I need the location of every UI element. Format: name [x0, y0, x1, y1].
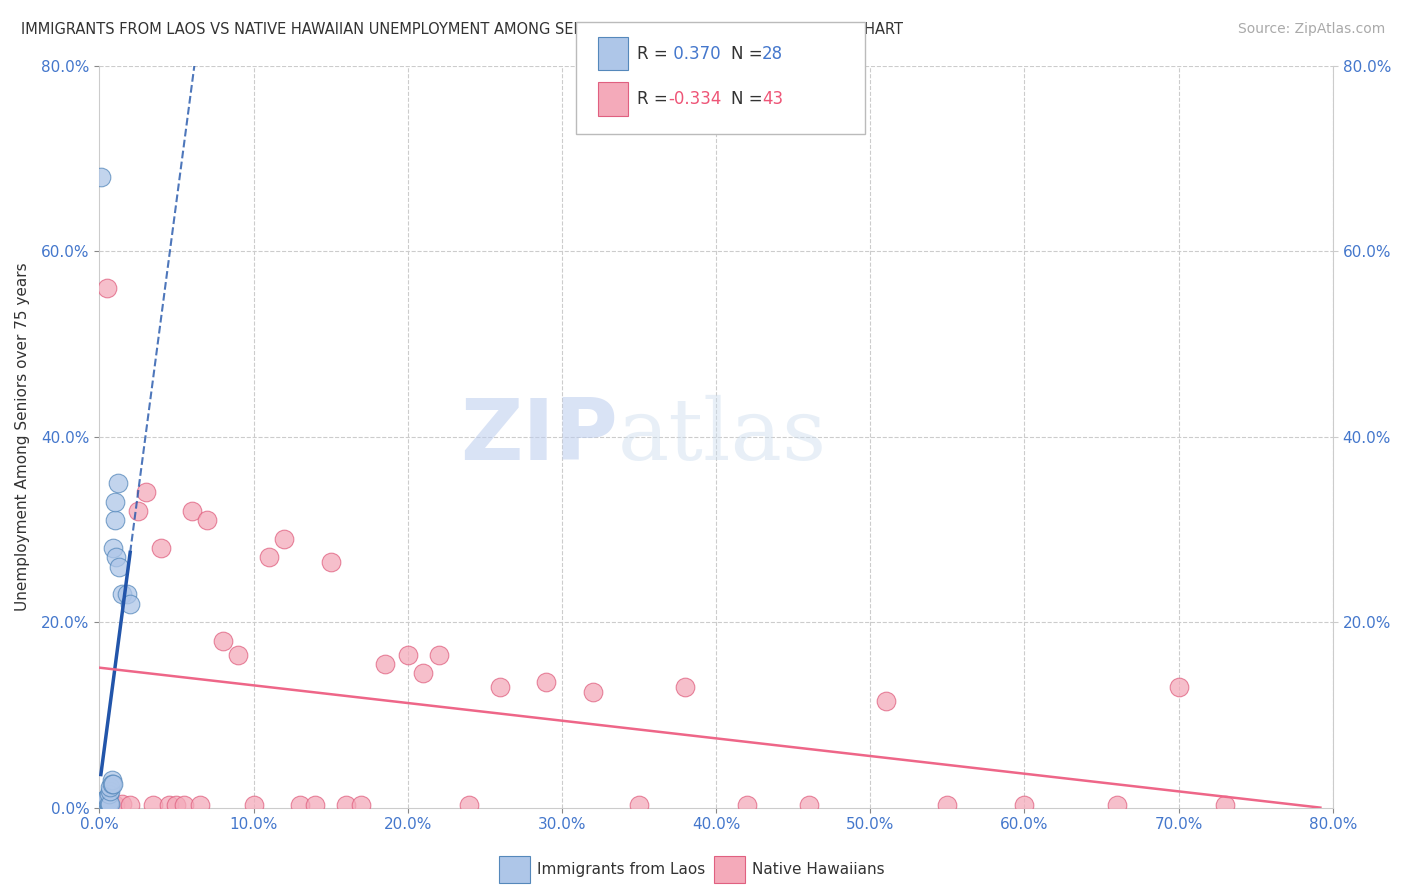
Point: [96, 791, 118, 805]
Text: -0.334: -0.334: [668, 90, 721, 108]
Point: [180, 504, 202, 518]
Text: 0.370: 0.370: [668, 45, 720, 62]
Point: [120, 597, 142, 611]
Point: [211, 633, 233, 648]
Point: [104, 797, 127, 812]
Point: [188, 797, 211, 812]
Text: R =: R =: [637, 45, 673, 62]
Point: [96, 281, 118, 295]
Point: [195, 513, 218, 527]
Point: [288, 797, 311, 812]
Point: [735, 797, 758, 812]
Point: [412, 666, 434, 681]
Point: [111, 587, 134, 601]
Point: [273, 532, 295, 546]
Point: [100, 772, 122, 787]
Point: [103, 777, 125, 791]
Point: [582, 684, 605, 698]
Text: Native Hawaiians: Native Hawaiians: [752, 863, 884, 877]
Point: [97, 796, 120, 810]
Point: [96, 794, 118, 808]
Point: [142, 797, 165, 812]
Point: [242, 797, 264, 812]
Point: [90, 797, 112, 812]
Point: [90, 169, 112, 184]
Text: ZIP: ZIP: [460, 395, 617, 478]
Text: Source: ZipAtlas.com: Source: ZipAtlas.com: [1237, 22, 1385, 37]
Point: [1213, 797, 1236, 812]
Point: [94, 797, 117, 812]
Point: [157, 797, 180, 812]
Point: [226, 648, 249, 662]
Point: [627, 797, 650, 812]
Point: [335, 797, 357, 812]
Text: IMMIGRANTS FROM LAOS VS NATIVE HAWAIIAN UNEMPLOYMENT AMONG SENIORS OVER 75 YEARS: IMMIGRANTS FROM LAOS VS NATIVE HAWAIIAN …: [21, 22, 903, 37]
Point: [127, 504, 149, 518]
Point: [797, 797, 820, 812]
Point: [304, 797, 326, 812]
Point: [458, 797, 481, 812]
Point: [111, 797, 134, 811]
Point: [427, 648, 450, 662]
Point: [936, 797, 959, 812]
Point: [350, 797, 373, 812]
Text: 28: 28: [762, 45, 783, 62]
Point: [115, 587, 138, 601]
Point: [100, 777, 122, 791]
Point: [319, 555, 342, 569]
Point: [93, 793, 115, 807]
Point: [104, 494, 127, 508]
Point: [96, 797, 118, 811]
Point: [673, 680, 696, 694]
Point: [1014, 797, 1036, 812]
Point: [396, 648, 419, 662]
Point: [93, 797, 115, 811]
Point: [91, 796, 114, 810]
Point: [150, 541, 173, 555]
Point: [489, 680, 512, 694]
Point: [103, 541, 125, 555]
Text: N =: N =: [731, 45, 768, 62]
Point: [107, 476, 129, 491]
Point: [257, 550, 280, 565]
Point: [165, 797, 187, 812]
Point: [1105, 797, 1128, 812]
Point: [1167, 680, 1189, 694]
Text: 43: 43: [762, 90, 783, 108]
Point: [108, 559, 131, 574]
Y-axis label: Unemployment Among Seniors over 75 years: Unemployment Among Seniors over 75 years: [15, 262, 30, 611]
Point: [105, 550, 128, 565]
Point: [98, 797, 121, 811]
Point: [98, 784, 121, 798]
Text: R =: R =: [637, 90, 673, 108]
Point: [97, 787, 120, 801]
Text: atlas: atlas: [617, 395, 827, 478]
Point: [98, 780, 121, 795]
Point: [120, 797, 142, 812]
Point: [135, 485, 157, 500]
Text: N =: N =: [731, 90, 768, 108]
Point: [173, 797, 195, 812]
Text: Immigrants from Laos: Immigrants from Laos: [537, 863, 706, 877]
Point: [374, 657, 396, 671]
Point: [875, 694, 897, 708]
Point: [97, 797, 120, 812]
Point: [536, 675, 558, 690]
Point: [91, 796, 114, 810]
Point: [104, 513, 127, 527]
Point: [94, 795, 117, 809]
